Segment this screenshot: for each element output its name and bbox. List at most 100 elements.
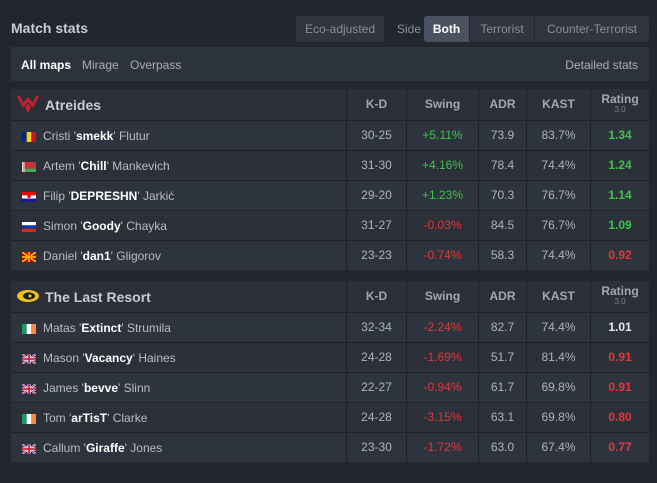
player-last-name: Slinn [123, 381, 151, 395]
player-last-name: Jones [130, 441, 163, 455]
player-first-name: Daniel [43, 249, 78, 263]
player-cell: James 'bevve' Slinn [11, 373, 346, 402]
player-name[interactable]: Filip 'DEPRESHN' Jarkić [43, 189, 175, 203]
ireland-flag-icon [22, 323, 36, 334]
swing-value: -0.94% [406, 373, 478, 402]
player-row: Artem 'Chill' Mankevich 31-30 +4.16% 78.4 74… [11, 150, 649, 180]
side-label: Side [397, 22, 422, 36]
kd-value: 24-28 [346, 403, 406, 432]
kd-value: 31-30 [346, 151, 406, 180]
russia-flag-icon [22, 221, 36, 232]
player-row: Simon 'Goody' Chayka 31-27 -0.03% 84.5 76.7%… [11, 210, 649, 240]
player-row: Filip 'DEPRESHN' Jarkić 29-20 +1.23% 70.3 76… [11, 180, 649, 210]
player-first-name: Matas [43, 321, 76, 335]
rating-label: Rating [601, 92, 639, 106]
side-terrorist-button[interactable]: Terrorist [470, 16, 534, 42]
player-name[interactable]: Mason 'Vacancy' Haines [43, 351, 176, 365]
team-header: Atreides K-D Swing ADR KAST Rating 3.0 [11, 89, 649, 120]
player-name[interactable]: Callum 'Giraffe' Jones [43, 441, 163, 455]
adr-value: 63.0 [478, 433, 526, 462]
swing-value: +4.16% [406, 151, 478, 180]
kd-value: 31-27 [346, 211, 406, 240]
romania-flag-icon [22, 131, 36, 142]
rating-value: 0.91 [590, 343, 649, 372]
player-nickname: Vacancy [84, 351, 133, 365]
team-name[interactable]: The Last Resort [45, 289, 151, 305]
player-first-name: Cristi [43, 129, 71, 143]
rating-value: 0.92 [590, 241, 649, 270]
player-first-name: Tom [43, 411, 66, 425]
player-name[interactable]: Daniel 'dan1' Gligorov [43, 249, 161, 263]
player-first-name: Mason [43, 351, 80, 365]
player-nickname: Chill [80, 159, 107, 173]
map-filter-bar: All maps Mirage Overpass Detailed stats [11, 47, 649, 81]
player-cell: Filip 'DEPRESHN' Jarkić [11, 181, 346, 210]
player-row: Cristi 'smekk' Flutur 30-25 +5.11% 73.9 83.7… [11, 120, 649, 150]
adr-value: 58.3 [478, 241, 526, 270]
player-first-name: Artem [43, 159, 76, 173]
rating-version: 3.0 [614, 105, 626, 114]
player-name[interactable]: Matas 'Extinct' Strumila [43, 321, 171, 335]
side-both-button[interactable]: Both [424, 16, 469, 42]
adr-value: 84.5 [478, 211, 526, 240]
player-row: Mason 'Vacancy' Haines 24-28 -1.69% 51.7 81.… [11, 342, 649, 372]
player-last-name: Chayka [126, 219, 167, 233]
player-nickname: dan1 [82, 249, 111, 263]
player-row: Matas 'Extinct' Strumila 32-34 -2.24% 82.7 7… [11, 312, 649, 342]
team-name[interactable]: Atreides [45, 97, 102, 113]
map-tab-mirage[interactable]: Mirage [82, 58, 119, 72]
adr-value: 63.1 [478, 403, 526, 432]
swing-value: -0.74% [406, 241, 478, 270]
adr-value: 70.3 [478, 181, 526, 210]
player-name[interactable]: Artem 'Chill' Mankevich [43, 159, 170, 173]
kast-value: 76.7% [526, 211, 590, 240]
adr-value: 82.7 [478, 313, 526, 342]
player-name[interactable]: James 'bevve' Slinn [43, 381, 151, 395]
rating-value: 1.14 [590, 181, 649, 210]
column-header-adr: ADR [478, 281, 526, 312]
player-name[interactable]: Tom 'arTisT' Clarke [43, 411, 148, 425]
kd-value: 23-30 [346, 433, 406, 462]
belarus-flag-icon [22, 161, 36, 172]
player-name[interactable]: Simon 'Goody' Chayka [43, 219, 167, 233]
united-kingdom-flag-icon [21, 383, 37, 395]
rating-value: 0.77 [590, 433, 649, 462]
ireland-flag-icon [22, 413, 36, 424]
swing-value: +1.23% [406, 181, 478, 210]
rating-version: 3.0 [614, 297, 626, 306]
kast-value: 67.4% [526, 433, 590, 462]
player-nickname: DEPRESHN [70, 189, 138, 203]
player-first-name: Simon [43, 219, 78, 233]
kd-value: 30-25 [346, 121, 406, 150]
team-table: Atreides K-D Swing ADR KAST Rating 3.0 Cristi '… [11, 89, 649, 270]
player-row: James 'bevve' Slinn 22-27 -0.94% 61.7 69.8% 0… [11, 372, 649, 402]
kast-value: 81.4% [526, 343, 590, 372]
atreides-hawk-icon [16, 94, 40, 114]
eco-adjusted-button[interactable]: Eco-adjusted [296, 16, 384, 42]
player-cell: Cristi 'smekk' Flutur [11, 121, 346, 150]
player-first-name: Filip [43, 189, 66, 203]
player-cell: Daniel 'dan1' Gligorov [11, 241, 346, 270]
player-last-name: Strumila [126, 321, 171, 335]
kast-value: 69.8% [526, 403, 590, 432]
kd-value: 23-23 [346, 241, 406, 270]
player-last-name: Clarke [112, 411, 148, 425]
last-resort-eye-icon [16, 286, 40, 306]
adr-value: 51.7 [478, 343, 526, 372]
player-row: Tom 'arTisT' Clarke 24-28 -3.15% 63.1 69.8% 0… [11, 402, 649, 432]
map-tab-all-maps[interactable]: All maps [21, 58, 72, 72]
column-header-rating: Rating 3.0 [590, 89, 649, 120]
united-kingdom-flag-icon [21, 353, 37, 365]
player-name[interactable]: Cristi 'smekk' Flutur [43, 129, 150, 143]
kast-value: 76.7% [526, 181, 590, 210]
side-counter-terrorist-button[interactable]: Counter-Terrorist [535, 16, 649, 42]
player-last-name: Flutur [118, 129, 150, 143]
detailed-stats-link[interactable]: Detailed stats [565, 58, 638, 72]
top-bar: Match stats Eco-adjusted Side Both Terro… [0, 0, 657, 46]
kd-value: 24-28 [346, 343, 406, 372]
player-row: Callum 'Giraffe' Jones 23-30 -1.72% 63.0 67.… [11, 432, 649, 462]
swing-value: -1.72% [406, 433, 478, 462]
rating-value: 1.34 [590, 121, 649, 150]
map-tab-overpass[interactable]: Overpass [130, 58, 182, 72]
column-header-kd: K-D [346, 89, 406, 120]
